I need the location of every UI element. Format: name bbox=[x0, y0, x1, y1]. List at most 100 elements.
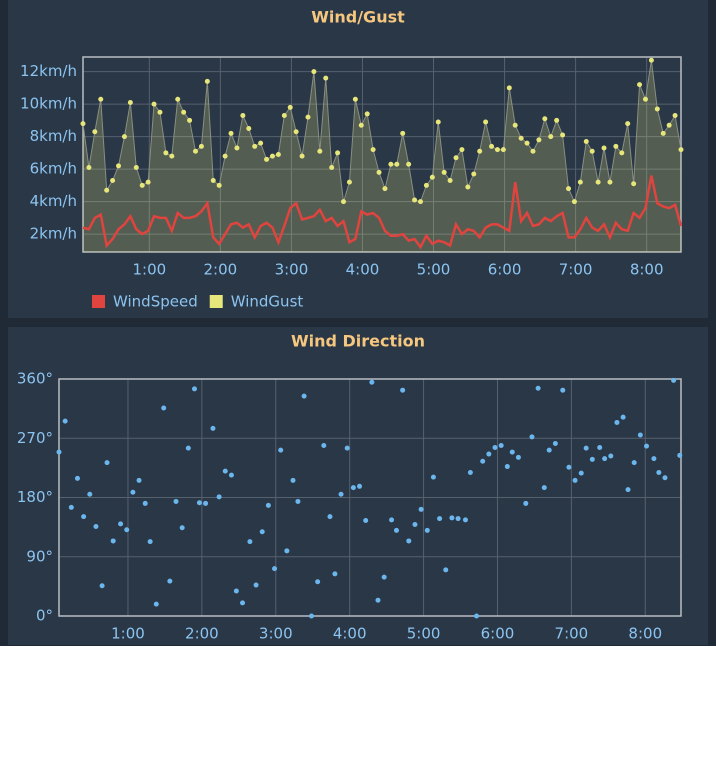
point bbox=[369, 379, 375, 385]
y-tick-label: 180° bbox=[17, 488, 53, 506]
point bbox=[350, 485, 356, 491]
point bbox=[338, 491, 344, 497]
marker bbox=[530, 148, 536, 154]
marker bbox=[406, 161, 412, 167]
marker bbox=[299, 153, 305, 159]
marker bbox=[264, 156, 270, 162]
marker bbox=[187, 117, 193, 123]
marker bbox=[619, 150, 625, 156]
point bbox=[583, 445, 589, 451]
point bbox=[589, 456, 595, 462]
marker bbox=[494, 147, 500, 153]
marker bbox=[566, 186, 572, 192]
marker bbox=[678, 147, 684, 153]
point bbox=[656, 469, 662, 475]
legend-label: WindGust bbox=[231, 293, 304, 311]
y-tick-label: 270° bbox=[17, 429, 53, 447]
point bbox=[308, 613, 314, 619]
marker bbox=[672, 113, 678, 118]
point bbox=[344, 445, 350, 451]
point bbox=[332, 571, 338, 577]
point bbox=[504, 464, 510, 470]
marker bbox=[666, 122, 672, 128]
marker bbox=[631, 181, 637, 187]
x-tick-label: 8:00 bbox=[628, 625, 662, 643]
point bbox=[552, 441, 558, 447]
panel bbox=[8, 0, 708, 318]
marker bbox=[110, 178, 116, 183]
marker bbox=[595, 179, 601, 185]
point bbox=[560, 387, 566, 393]
marker bbox=[210, 178, 216, 183]
marker bbox=[654, 106, 660, 112]
point bbox=[381, 574, 387, 580]
point bbox=[87, 491, 93, 497]
point bbox=[651, 456, 657, 462]
point bbox=[480, 458, 486, 464]
marker bbox=[441, 169, 447, 175]
point bbox=[315, 579, 321, 585]
x-tick-label: 2:00 bbox=[204, 261, 238, 279]
y-tick-label: 90° bbox=[26, 547, 53, 565]
point bbox=[272, 566, 278, 572]
point bbox=[161, 405, 167, 411]
point bbox=[578, 470, 584, 476]
point bbox=[614, 419, 620, 425]
point bbox=[486, 451, 492, 457]
marker bbox=[341, 199, 347, 205]
marker bbox=[139, 182, 145, 188]
point bbox=[118, 521, 124, 527]
plot-border bbox=[58, 378, 682, 617]
point bbox=[147, 539, 153, 545]
marker bbox=[429, 174, 435, 180]
x-tick-label: 4:00 bbox=[333, 625, 367, 643]
marker bbox=[121, 134, 127, 140]
point bbox=[389, 517, 395, 523]
point bbox=[136, 477, 142, 483]
marker bbox=[98, 96, 104, 102]
marker bbox=[642, 96, 648, 102]
point bbox=[443, 567, 449, 573]
marker bbox=[275, 152, 281, 157]
point bbox=[290, 477, 296, 483]
point bbox=[529, 434, 535, 440]
marker bbox=[583, 139, 589, 144]
point bbox=[247, 539, 253, 545]
point bbox=[498, 442, 504, 448]
point bbox=[608, 453, 614, 459]
x-tick-label: 5:00 bbox=[407, 625, 441, 643]
marker bbox=[524, 140, 530, 146]
marker bbox=[281, 113, 287, 118]
point bbox=[566, 464, 572, 470]
point bbox=[625, 487, 631, 493]
point bbox=[637, 432, 643, 438]
marker bbox=[317, 148, 323, 154]
marker bbox=[506, 85, 512, 91]
marker bbox=[151, 101, 157, 107]
point bbox=[400, 387, 406, 393]
y-tick-label: 0° bbox=[36, 607, 53, 625]
point bbox=[418, 506, 424, 512]
point bbox=[93, 523, 99, 529]
x-tick-label: 6:00 bbox=[481, 625, 515, 643]
point bbox=[240, 600, 246, 606]
point bbox=[233, 588, 239, 594]
marker bbox=[382, 186, 388, 192]
marker bbox=[648, 57, 654, 63]
marker bbox=[364, 111, 370, 117]
point bbox=[228, 472, 234, 478]
marker bbox=[204, 78, 210, 84]
y-tick-label: 6km/h bbox=[30, 160, 77, 178]
x-tick-label: 8:00 bbox=[630, 261, 664, 279]
y-tick-label: 4km/h bbox=[30, 192, 77, 210]
point bbox=[437, 516, 443, 522]
marker bbox=[542, 116, 548, 122]
point bbox=[535, 385, 541, 391]
marker bbox=[287, 104, 293, 110]
point bbox=[203, 500, 209, 506]
point bbox=[99, 583, 105, 589]
marker bbox=[412, 197, 418, 203]
marker bbox=[560, 132, 566, 138]
x-tick-label: 2:00 bbox=[185, 625, 219, 643]
